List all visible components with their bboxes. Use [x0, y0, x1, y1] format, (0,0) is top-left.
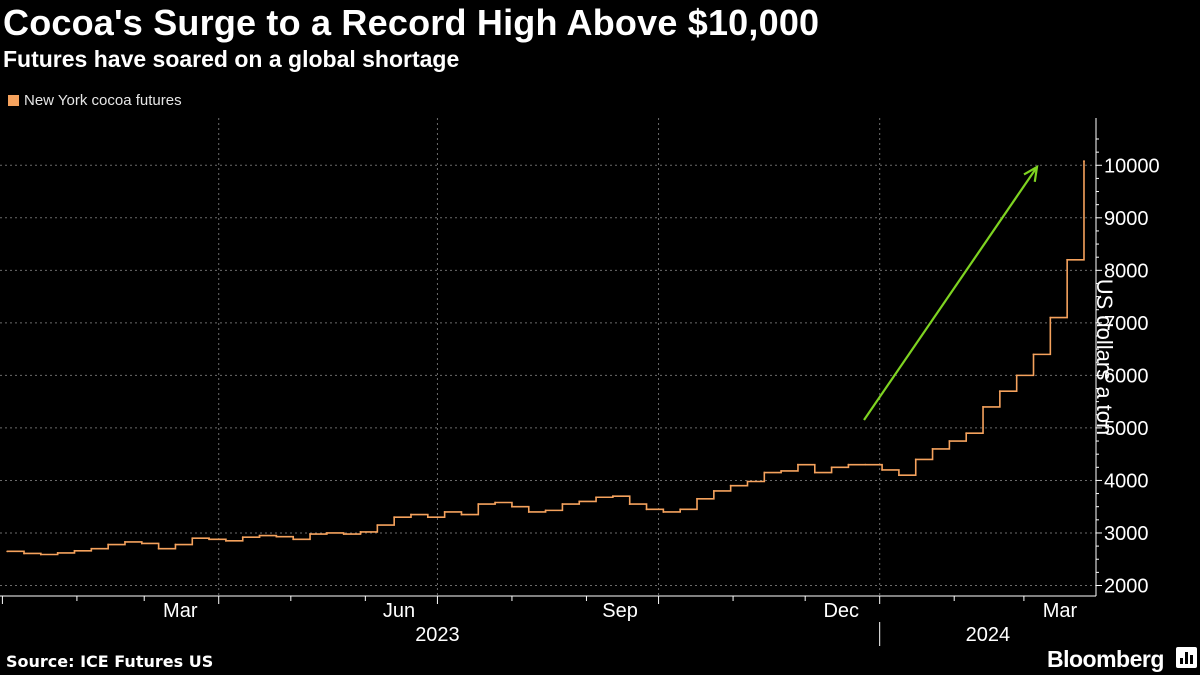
series-line-cocoa-futures	[7, 161, 1085, 556]
data-point	[561, 503, 564, 505]
legend: New York cocoa futures	[8, 92, 182, 109]
data-point	[241, 536, 244, 539]
data-point	[56, 552, 59, 554]
bar-chart-icon	[1176, 647, 1197, 668]
data-point	[124, 540, 126, 543]
data-point	[393, 516, 396, 519]
data-point	[931, 448, 934, 450]
year-label: 2023	[415, 624, 460, 646]
data-point	[881, 469, 883, 471]
data-point	[359, 531, 362, 533]
bloomberg-logo: Bloomberg	[1047, 646, 1164, 672]
annotation-arrow-head	[1023, 164, 1039, 182]
data-point	[140, 542, 143, 545]
x-tick-label: Jun	[383, 600, 415, 622]
data-point	[797, 463, 799, 466]
data-point	[847, 463, 850, 466]
y-tick-label: 5000	[1104, 418, 1149, 440]
data-point	[578, 500, 581, 503]
data-point	[73, 549, 76, 552]
y-tick-label: 9000	[1104, 208, 1149, 230]
data-point	[325, 532, 328, 534]
legend-swatch	[8, 95, 19, 106]
annotation-arrow-shaft	[863, 166, 1038, 421]
y-tick-label: 10000	[1104, 155, 1160, 177]
y-axis-label: US dollars a ton	[1092, 278, 1117, 436]
data-point	[998, 390, 1001, 393]
data-point	[982, 406, 984, 408]
data-point	[460, 513, 463, 516]
data-point	[965, 432, 968, 435]
data-point	[225, 539, 227, 542]
data-point	[763, 471, 766, 474]
x-tick-label: Sep	[602, 600, 638, 622]
source-note: Source: ICE Futures US	[6, 652, 214, 671]
data-point	[1083, 160, 1085, 162]
data-point	[443, 511, 446, 513]
data-point	[1049, 316, 1052, 319]
data-point	[898, 474, 900, 477]
data-point	[6, 550, 9, 553]
data-point	[645, 508, 648, 511]
data-point	[275, 535, 278, 538]
data-point	[1066, 258, 1069, 261]
y-tick-label: 8000	[1104, 260, 1149, 282]
data-point	[864, 463, 867, 466]
data-point	[107, 543, 110, 546]
data-point	[258, 534, 261, 537]
data-point	[23, 552, 25, 555]
data-point	[426, 516, 429, 519]
data-point	[948, 440, 951, 442]
data-point	[746, 480, 749, 483]
data-point	[628, 503, 631, 505]
data-point	[662, 511, 665, 513]
data-point	[410, 513, 412, 516]
data-point	[544, 509, 547, 512]
data-point	[174, 543, 177, 546]
data-point	[696, 497, 698, 500]
data-point	[1015, 374, 1018, 377]
data-point	[342, 533, 345, 535]
x-tick-label: Mar	[1043, 600, 1078, 622]
year-label: 2024	[966, 624, 1011, 646]
data-point	[813, 471, 816, 474]
data-point	[914, 458, 917, 461]
data-point	[292, 538, 295, 541]
data-point	[780, 470, 783, 472]
data-point	[679, 508, 682, 511]
data-point	[90, 547, 93, 550]
data-point	[309, 533, 311, 535]
x-tick-label: Mar	[163, 600, 198, 622]
legend-label: New York cocoa futures	[24, 92, 182, 109]
chart-subtitle: Futures have soared on a global shortage	[3, 46, 460, 72]
data-point	[208, 538, 211, 541]
data-point	[595, 496, 597, 499]
x-tick-label: Dec	[823, 600, 859, 622]
data-point	[477, 503, 480, 505]
y-tick-label: 6000	[1104, 365, 1149, 387]
data-point	[830, 466, 833, 469]
data-point	[494, 501, 497, 504]
data-point	[376, 524, 379, 526]
data-point	[712, 490, 715, 492]
data-point	[39, 553, 42, 556]
chart-title: Cocoa's Surge to a Record High Above $10…	[3, 2, 820, 43]
data-point	[611, 495, 614, 498]
data-point	[191, 537, 194, 540]
data-point	[729, 484, 732, 487]
data-point	[511, 505, 513, 508]
y-tick-label: 3000	[1104, 523, 1149, 545]
y-tick-label: 2000	[1104, 575, 1149, 597]
data-point	[1032, 353, 1035, 356]
y-tick-label: 4000	[1104, 470, 1149, 492]
data-point	[527, 511, 530, 513]
data-point	[157, 547, 160, 550]
y-tick-label: 7000	[1104, 313, 1149, 335]
